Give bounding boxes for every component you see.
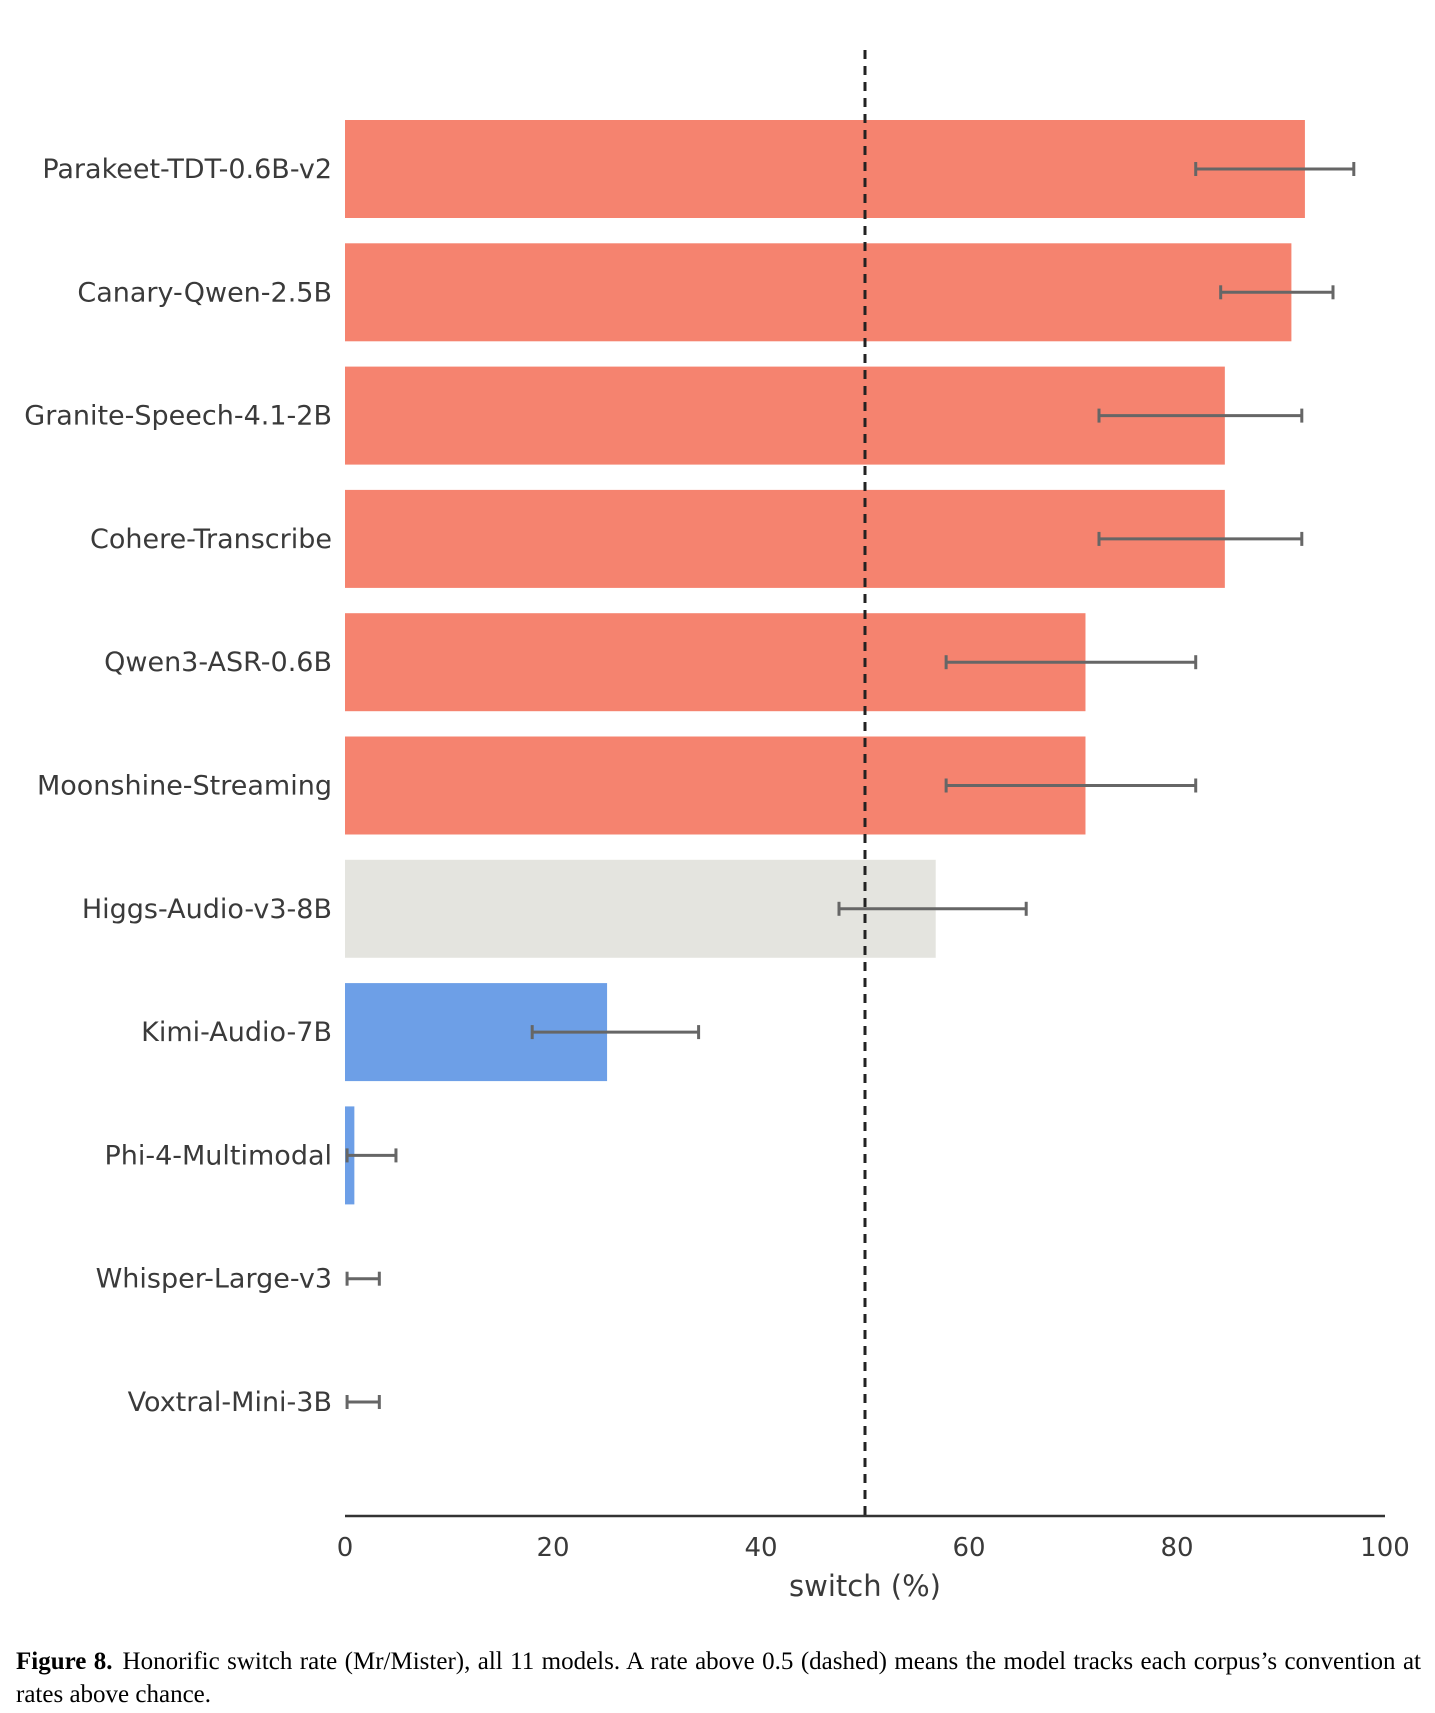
category-label: Cohere-Transcribe: [90, 524, 332, 555]
category-label: Parakeet-TDT-0.6B-v2: [42, 154, 332, 185]
error-bar: [530, 1025, 701, 1040]
caption-label: Figure 8.: [16, 1648, 113, 1675]
error-bar: [1194, 162, 1356, 176]
bar: [345, 489, 1225, 588]
category-label: Moonshine-Streaming: [37, 771, 332, 802]
x-tick-label: 100: [1360, 1533, 1410, 1563]
category-label: Kimi-Audio-7B: [141, 1017, 332, 1048]
error-bar: [944, 655, 1198, 670]
error-bar: [345, 1271, 381, 1286]
error-bar: [345, 1148, 398, 1163]
x-tick-label: 0: [337, 1533, 354, 1563]
error-bar: [1097, 408, 1304, 423]
bar: [345, 366, 1225, 465]
x-tick-label: 60: [952, 1533, 985, 1563]
category-label: Phi-4-Multimodal: [104, 1140, 332, 1171]
category-label: Qwen3-ASR-0.6B: [104, 647, 332, 678]
error-bar: [1097, 531, 1304, 546]
x-tick-label: 20: [536, 1533, 569, 1563]
bar: [345, 859, 936, 958]
error-bar: [944, 778, 1198, 793]
error-bars-layer: [345, 162, 1356, 1409]
bar: [345, 243, 1292, 342]
category-label: Granite-Speech-4.1-2B: [24, 401, 332, 432]
category-label: Higgs-Audio-v3-8B: [82, 894, 332, 925]
error-bar: [345, 1395, 381, 1409]
error-bar: [837, 901, 1028, 916]
bar: [345, 120, 1305, 218]
category-label: Canary-Qwen-2.5B: [77, 277, 332, 308]
bar-chart: Parakeet-TDT-0.6B-v2 Canary-Qwen-2.5B Gran…: [24, 50, 1410, 1603]
x-axis-title: switch (%): [789, 1569, 941, 1603]
caption-text: Honorific switch rate (Mr/Mister), all 1…: [16, 1648, 1421, 1708]
error-bar: [1219, 285, 1335, 300]
x-tick-label: 40: [744, 1533, 777, 1563]
figure-caption: Figure 8. Honorific switch rate (Mr/Miste…: [16, 1645, 1421, 1711]
x-axis: 0 20 40 60 80 100: [337, 1514, 1410, 1563]
category-label: Voxtral-Mini-3B: [128, 1387, 332, 1418]
category-labels-layer: Parakeet-TDT-0.6B-v2 Canary-Qwen-2.5B Gran…: [24, 154, 332, 1418]
category-label: Whisper-Large-v3: [96, 1264, 332, 1295]
x-tick-label: 80: [1160, 1533, 1193, 1563]
